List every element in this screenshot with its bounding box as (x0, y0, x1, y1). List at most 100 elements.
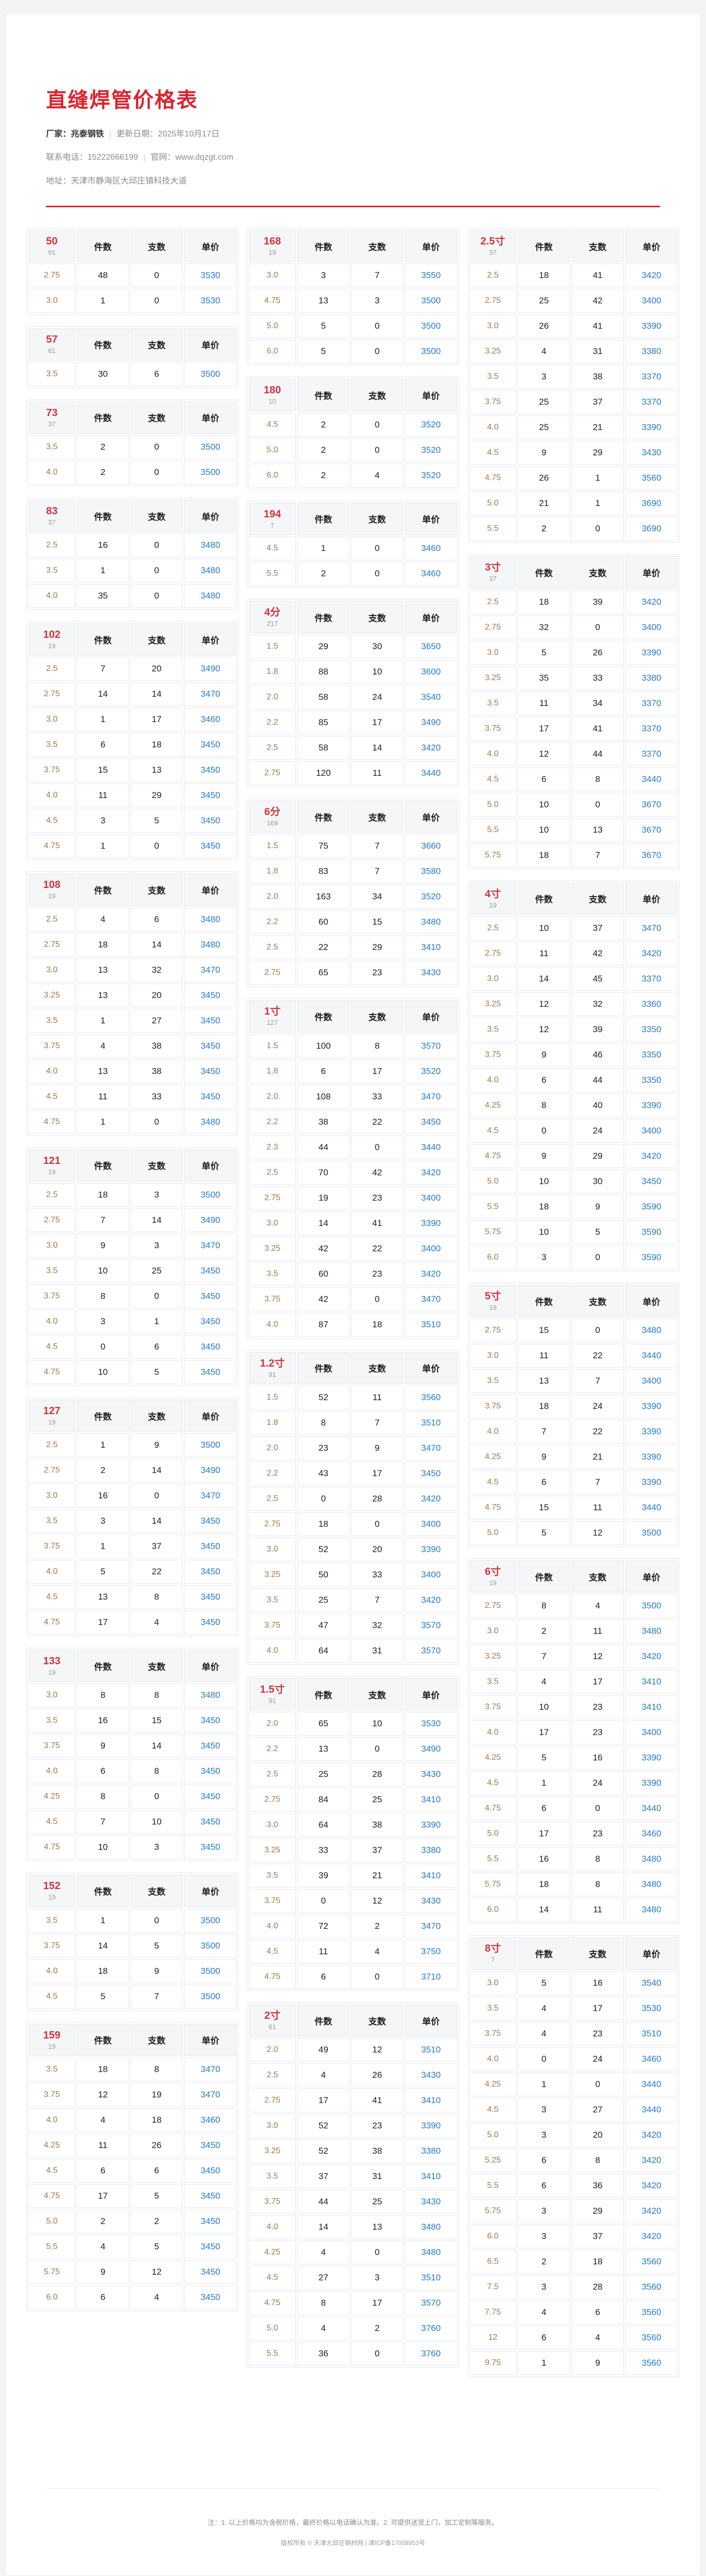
thickness-cell: 4.5 (28, 809, 76, 833)
price-cell: 3430 (404, 2063, 457, 2088)
sticks-cell: 23 (572, 2021, 624, 2046)
sticks-cell: 23 (572, 1695, 624, 1720)
thickness-cell: 3.0 (28, 289, 76, 313)
sticks-cell: 16 (572, 1746, 624, 1770)
thickness-cell: 1.8 (249, 660, 296, 684)
thickness-cell: 6.0 (469, 2224, 517, 2248)
manufacturer-value: 兆泰钢铁 (71, 130, 104, 139)
sticks-cell: 14 (130, 1208, 183, 1232)
pieces-cell: 37 (297, 2165, 350, 2189)
footer: 注：1. 以上价格均为含税价格，最终价格以电话确认为准。2. 可提供送货上门，加… (46, 2488, 660, 2547)
price-row: 4.0 18 9 3500 (28, 1959, 237, 1983)
price-table-127: 127 19 件数 支数 单价 2.5 1 9 3500 2.75 2 14 3490 3.0 16 0 347… (26, 1397, 239, 1637)
pieces-cell: 9 (77, 1233, 129, 1258)
price-cell: 3500 (404, 289, 457, 313)
pieces-cell: 5 (518, 640, 570, 665)
pieces-cell: 12 (518, 1017, 570, 1041)
thickness-cell: 3.75 (469, 2021, 517, 2046)
price-cell: 3520 (404, 438, 457, 462)
price-cell: 3400 (625, 289, 678, 313)
price-row: 3.0 2 11 3480 (469, 1619, 678, 1644)
pieces-cell: 1 (297, 536, 350, 560)
price-cell: 3450 (184, 1034, 237, 1058)
col-header-sticks: 支数 (572, 1284, 624, 1317)
update-date-value: 2025年10月17日 (158, 130, 220, 139)
sticks-cell: 39 (572, 590, 624, 614)
sticks-cell: 0 (351, 438, 403, 462)
size-label: 2寸 (264, 2010, 281, 2022)
sticks-cell: 11 (351, 761, 403, 786)
price-cell: 3450 (184, 1560, 237, 1584)
pieces-cell: 0 (297, 1889, 350, 1913)
sticks-cell: 38 (351, 1813, 403, 1837)
price-cell: 3470 (184, 2082, 237, 2107)
sticks-cell: 0 (130, 289, 183, 313)
pieces-cell: 4 (518, 2021, 570, 2046)
pieces-cell: 5 (518, 1746, 570, 1770)
col-header-price: 单价 (625, 882, 678, 915)
sticks-cell: 12 (572, 1645, 624, 1669)
sticks-cell: 4 (572, 1594, 624, 1618)
sticks-cell: 8 (130, 1683, 183, 1708)
thickness-cell: 4.25 (469, 1746, 517, 1770)
price-row: 3.25 7 12 3420 (469, 1645, 678, 1669)
price-cell: 3450 (184, 1509, 237, 1534)
size-header-cell: 57 61 (28, 328, 76, 361)
pieces-cell: 13 (77, 1585, 129, 1609)
sticks-cell: 41 (351, 1211, 403, 1235)
price-row: 4.0 25 21 3390 (469, 416, 678, 440)
price-cell: 3600 (404, 660, 457, 684)
price-cell: 3440 (404, 1135, 457, 1159)
separator: | (143, 153, 146, 162)
size-label: 4寸 (485, 888, 501, 900)
sticks-cell: 7 (351, 1410, 403, 1435)
sticks-cell: 15 (351, 910, 403, 934)
thickness-cell: 3.5 (249, 1588, 296, 1612)
price-row: 3.5 37 31 3410 (249, 2165, 457, 2189)
sticks-cell: 24 (572, 1771, 624, 1796)
price-row: 5.0 5 12 3500 (469, 1521, 678, 1545)
table-header-row: 83 37 件数 支数 单价 (28, 499, 237, 532)
col-header-sticks: 支数 (351, 379, 403, 411)
price-row: 5.5 16 8 3480 (469, 1847, 678, 1872)
pieces-cell: 48 (77, 264, 129, 288)
sticks-cell: 0 (130, 460, 183, 484)
thickness-cell: 6.0 (469, 1245, 517, 1269)
thickness-cell: 4.5 (249, 412, 296, 437)
price-table-5寸: 5寸 19 件数 支数 单价 2.75 15 0 3480 3.0 11 22 3440 3.5 13 7 34… (467, 1282, 680, 1547)
price-cell: 3560 (625, 2325, 678, 2350)
sticks-cell: 44 (572, 742, 624, 766)
phone-label: 联系电话： (46, 153, 88, 162)
sticks-cell: 24 (572, 1394, 624, 1419)
price-cell: 3500 (184, 1183, 237, 1207)
size-header-cell: 1寸 127 (249, 1000, 296, 1033)
price-row: 4.25 11 26 3450 (28, 2133, 237, 2157)
size-label: 194 (263, 508, 281, 520)
manufacturer-label: 厂家： (46, 130, 71, 139)
size-count: 19 (48, 1418, 56, 1426)
price-row: 4.75 9 29 3420 (469, 1144, 678, 1168)
size-header-cell: 159 19 (28, 2023, 76, 2056)
thickness-cell: 4.25 (249, 2241, 296, 2265)
sticks-cell: 4 (130, 1611, 183, 1635)
size-header-cell: 1.2寸 91 (249, 1352, 296, 1384)
thickness-cell: 1.5 (249, 834, 296, 858)
sticks-cell: 29 (572, 2199, 624, 2223)
sticks-cell: 8 (572, 1847, 624, 1872)
price-cell: 3350 (625, 1017, 678, 1041)
thickness-cell: 2.5 (249, 1762, 296, 1787)
thickness-cell: 4.5 (469, 1118, 517, 1143)
price-table-108: 108 19 件数 支数 单价 2.5 4 6 3480 2.75 18 14 3480 3.0 13 32 3… (26, 871, 239, 1136)
price-cell: 3480 (404, 2215, 457, 2240)
price-cell: 3420 (625, 2148, 678, 2172)
thickness-cell: 3.5 (28, 435, 76, 459)
price-row: 3.0 5 26 3390 (469, 640, 678, 665)
col-header-pieces: 件数 (297, 601, 350, 634)
thickness-cell: 2.0 (249, 885, 296, 909)
table-header-row: 133 19 件数 支数 单价 (28, 1650, 237, 1682)
pieces-cell: 85 (297, 711, 350, 735)
sticks-cell: 26 (351, 2063, 403, 2088)
price-row: 4.25 8 40 3390 (469, 1093, 678, 1117)
sticks-cell: 24 (572, 2047, 624, 2071)
sticks-cell: 5 (572, 1220, 624, 1244)
